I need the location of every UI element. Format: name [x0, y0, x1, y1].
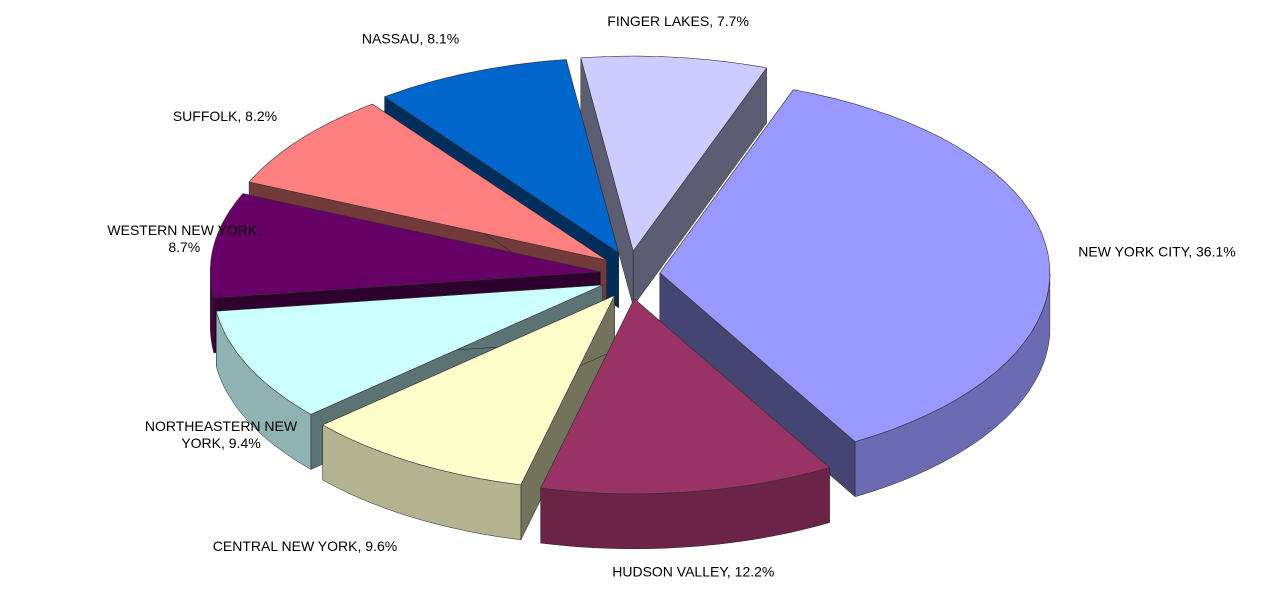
pie-slice — [659, 89, 1051, 443]
pie-slice — [383, 59, 620, 254]
data-label: WESTERN NEW YORK, — [107, 222, 261, 238]
data-label: 8.7% — [168, 239, 200, 255]
pie-slice — [210, 193, 601, 299]
data-label: FINGER LAKES, 7.7% — [607, 13, 749, 29]
pie-slice — [580, 55, 768, 252]
pie-slice — [322, 294, 616, 486]
data-label: NASSAU, 8.1% — [362, 31, 459, 47]
data-label: SUFFOLK, 8.2% — [173, 108, 277, 124]
data-label: NEW YORK CITY, 36.1% — [1078, 244, 1235, 260]
data-label: CENTRAL NEW YORK, 9.6% — [213, 538, 397, 554]
pie-slice — [215, 284, 603, 415]
pie-slice — [540, 298, 831, 495]
data-label: YORK, 9.4% — [181, 435, 260, 451]
data-label: HUDSON VALLEY, 12.2% — [612, 564, 774, 580]
pie-slice — [248, 103, 607, 261]
data-label: NORTHEASTERN NEW — [145, 418, 298, 434]
